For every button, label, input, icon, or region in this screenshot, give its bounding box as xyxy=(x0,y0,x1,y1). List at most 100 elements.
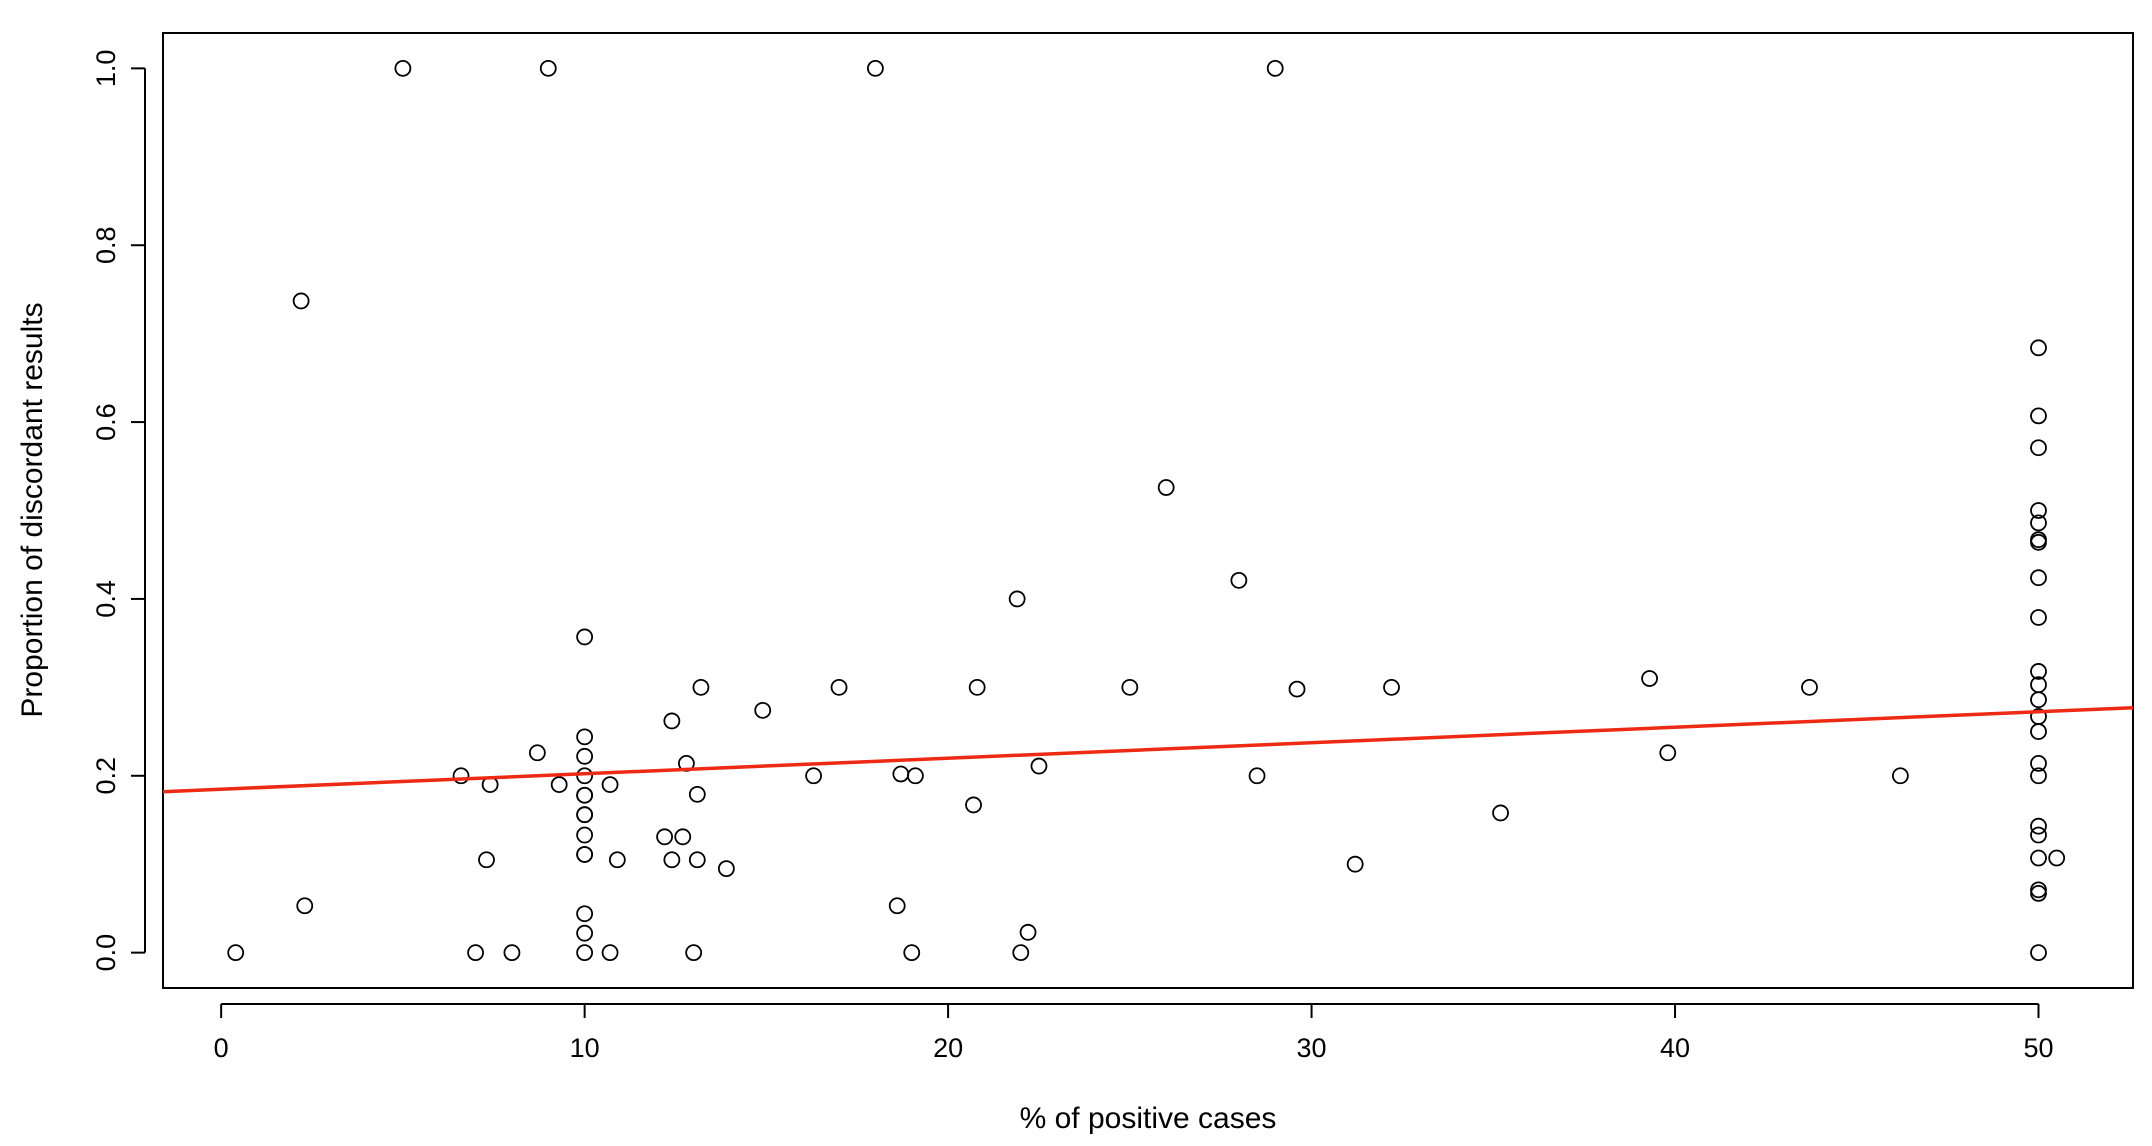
data-point xyxy=(2030,723,2047,740)
data-point xyxy=(1641,670,1658,687)
data-point xyxy=(830,678,848,696)
data-point xyxy=(1288,680,1306,698)
data-point xyxy=(888,897,906,915)
data-point xyxy=(688,785,706,803)
data-point xyxy=(2030,514,2047,532)
data-point xyxy=(576,728,594,746)
data-point xyxy=(2030,663,2047,680)
data-point xyxy=(576,846,594,863)
y-axis: 0.0 0.2 0.4 0.6 0.8 1.0 xyxy=(91,50,146,972)
data-point xyxy=(1383,678,1400,696)
data-point xyxy=(1019,923,1037,941)
data-point xyxy=(2030,569,2047,587)
data-point xyxy=(1248,767,1266,785)
data-point xyxy=(576,826,594,844)
data-point xyxy=(663,851,681,869)
y-tick-label: 0.2 xyxy=(91,757,121,795)
data-point xyxy=(2030,533,2047,551)
data-point xyxy=(1030,757,1048,775)
data-point xyxy=(2030,407,2047,425)
data-point xyxy=(2030,502,2047,519)
data-point xyxy=(903,944,921,962)
x-tick-label: 20 xyxy=(933,1033,963,1063)
plot-frame xyxy=(162,32,2134,989)
x-tick-label: 50 xyxy=(2023,1033,2053,1063)
data-point xyxy=(576,767,594,785)
data-point xyxy=(2030,691,2047,709)
data-point xyxy=(550,776,568,794)
data-point xyxy=(656,828,673,846)
data-point xyxy=(906,767,924,785)
x-axis-title: % of positive cases xyxy=(1020,1102,1277,1135)
x-tick-label: 40 xyxy=(1660,1033,1690,1063)
data-point xyxy=(576,786,594,804)
data-points xyxy=(227,59,2066,962)
data-point xyxy=(2030,884,2047,902)
data-point xyxy=(467,944,484,962)
data-point xyxy=(452,767,470,785)
data-point xyxy=(1891,767,1909,785)
y-tick-label: 0.8 xyxy=(91,226,121,264)
data-point xyxy=(528,744,546,762)
y-axis-title: Proportion of discordant results xyxy=(16,302,49,717)
data-point xyxy=(717,860,735,878)
y-tick-label: 0.6 xyxy=(91,403,121,441)
data-point xyxy=(2030,439,2047,457)
data-point xyxy=(1121,678,1139,696)
y-tick-label: 0.0 xyxy=(91,934,121,972)
data-point xyxy=(478,851,495,869)
data-point xyxy=(1492,804,1509,822)
data-point xyxy=(2030,849,2047,867)
data-point xyxy=(965,796,982,814)
data-point xyxy=(292,292,310,310)
data-point xyxy=(1659,744,1677,762)
regression-line xyxy=(162,705,2134,794)
data-point xyxy=(576,628,594,646)
data-point xyxy=(576,924,594,942)
y-tick-label: 0.4 xyxy=(91,580,121,618)
data-point xyxy=(2030,817,2047,835)
data-point xyxy=(663,712,681,730)
data-point xyxy=(576,905,594,923)
data-point xyxy=(754,701,772,719)
data-point xyxy=(1346,855,1364,873)
data-point xyxy=(692,678,710,696)
data-point xyxy=(1157,479,1175,496)
data-point xyxy=(685,944,703,962)
data-point xyxy=(1012,944,1030,962)
data-point xyxy=(2030,826,2047,844)
data-point xyxy=(892,765,910,783)
data-point xyxy=(805,767,823,785)
data-point xyxy=(2048,849,2066,867)
data-point xyxy=(601,944,619,962)
data-point xyxy=(227,944,245,962)
data-point xyxy=(866,59,884,77)
data-point xyxy=(674,828,692,846)
data-point xyxy=(2030,944,2047,962)
data-point xyxy=(1801,678,1818,696)
data-point xyxy=(296,897,314,915)
data-point xyxy=(2030,881,2047,899)
data-point xyxy=(539,59,557,77)
x-axis: 0 10 20 30 40 50 xyxy=(214,1003,2054,1063)
data-point xyxy=(608,851,626,869)
x-tick-label: 0 xyxy=(214,1033,229,1063)
data-point xyxy=(576,944,594,962)
data-point xyxy=(1230,571,1248,589)
data-point xyxy=(394,59,412,77)
y-tick-label: 1.0 xyxy=(91,50,121,88)
data-point xyxy=(2030,767,2047,785)
data-point xyxy=(503,944,521,962)
data-point xyxy=(601,776,619,794)
x-tick-label: 30 xyxy=(1297,1033,1327,1063)
data-point xyxy=(2030,339,2047,357)
x-tick-label: 10 xyxy=(570,1033,600,1063)
data-point xyxy=(2030,754,2047,772)
data-point xyxy=(1008,590,1026,608)
data-point xyxy=(2030,609,2047,626)
data-point xyxy=(1266,59,1284,77)
data-point xyxy=(576,747,594,765)
data-point xyxy=(576,806,594,824)
data-point xyxy=(688,851,706,869)
